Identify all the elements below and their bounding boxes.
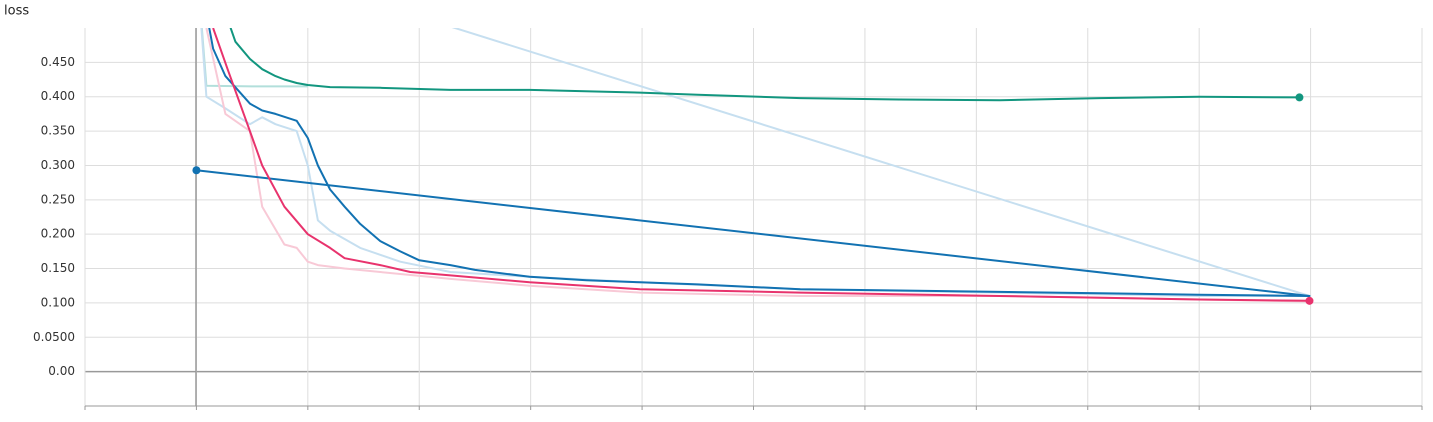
- plot-area: [192, 28, 1314, 305]
- y-tick-label: 0.150: [41, 261, 75, 275]
- series-line: [200, 28, 308, 88]
- y-tick-label: 0.400: [41, 89, 75, 103]
- end-marker: [1295, 93, 1304, 102]
- y-tick-label: 0.200: [41, 227, 75, 241]
- end-marker: [1305, 296, 1314, 305]
- series-line: [212, 28, 1310, 302]
- y-tick-label: 0.00: [48, 364, 75, 378]
- grid: [84, 28, 1423, 410]
- chart-title: loss: [4, 4, 29, 19]
- y-tick-label: 0.350: [41, 124, 75, 138]
- y-tick-label: 0.100: [41, 295, 75, 309]
- series-line: [205, 28, 1310, 303]
- end-marker: [192, 166, 201, 175]
- y-tick-label: 0.250: [41, 192, 75, 206]
- y-tick-label: 0.300: [41, 158, 75, 172]
- series-line: [229, 28, 1300, 102]
- series-line: [196, 28, 1311, 297]
- y-tick-label: 0.0500: [33, 330, 75, 344]
- y-tick-label: 0.450: [41, 55, 75, 69]
- series-line: [200, 28, 1311, 297]
